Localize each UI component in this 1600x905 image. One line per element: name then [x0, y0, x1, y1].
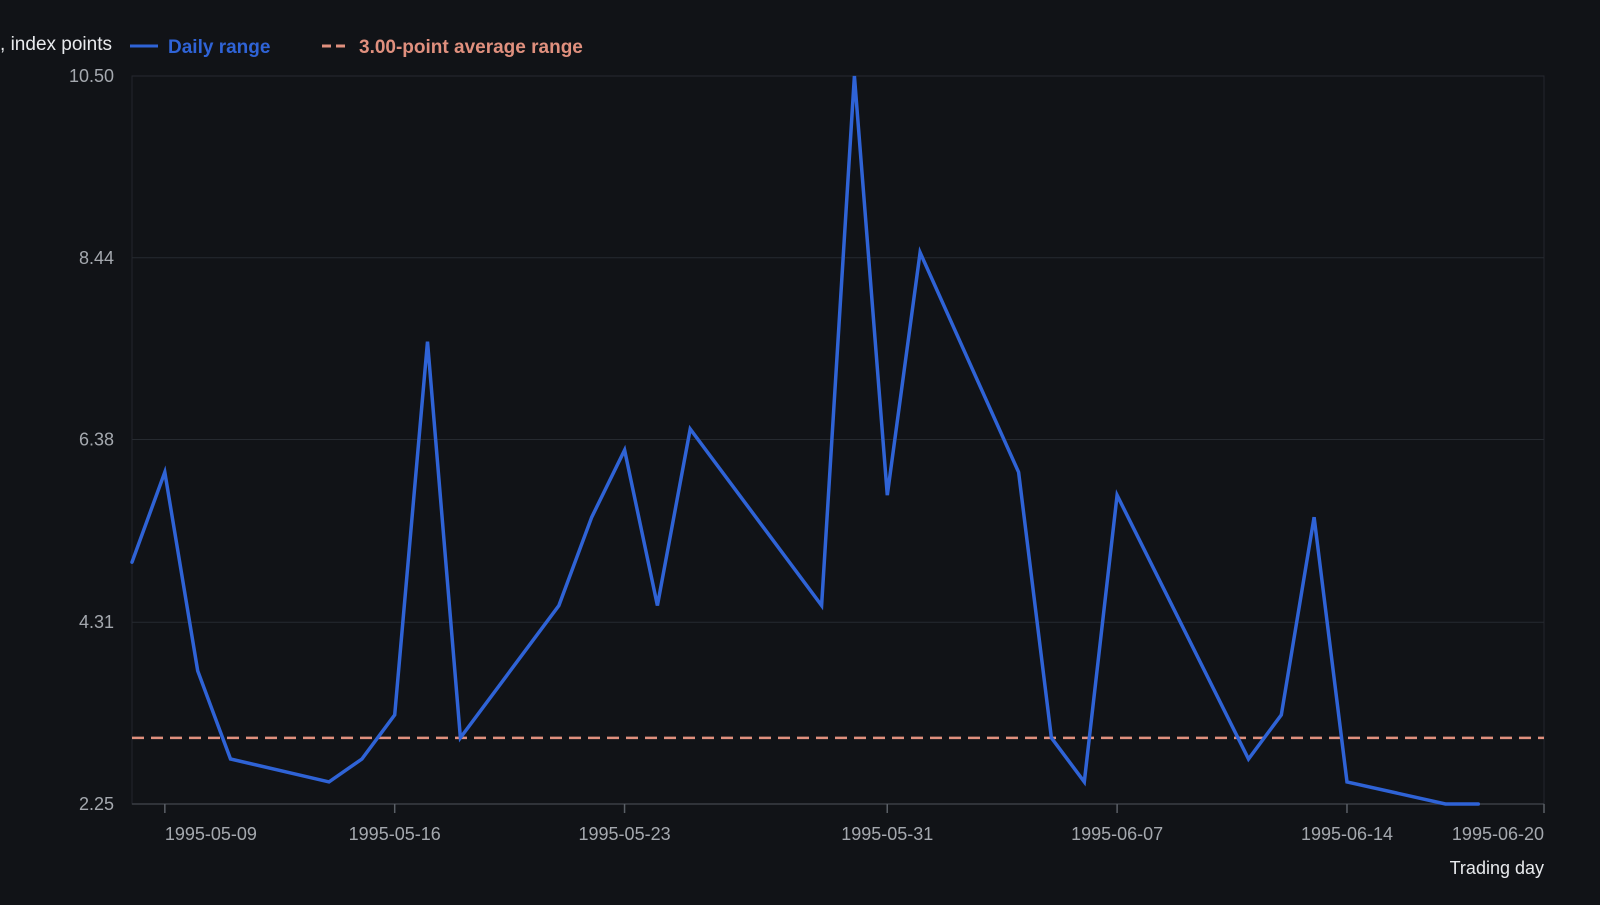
y-tick-label: 4.31: [79, 612, 114, 632]
x-tick-label: 1995-06-14: [1301, 824, 1393, 844]
y-tick-label: 10.50: [69, 66, 114, 86]
y-tick-label: 2.25: [79, 794, 114, 814]
axes: 2.25 4.31 6.38 8.44 10.50 1995-05-09 1995-05-1…: [69, 66, 1545, 844]
x-tick-label: 1995-06-20: [1452, 824, 1544, 844]
x-tick-label: 1995-05-23: [579, 824, 671, 844]
y-tick-label: 8.44: [79, 248, 114, 268]
x-tick-label: 1995-05-16: [349, 824, 441, 844]
series-layer: [130, 75, 1544, 806]
x-tick-label: 1995-05-31: [841, 824, 933, 844]
y-tick-label: 6.38: [79, 430, 114, 450]
legend: Daily range 3.00-point average range: [130, 37, 583, 58]
daily-range-line: [130, 75, 1481, 806]
y-axis-label: Daily range, index points: [0, 34, 112, 55]
x-tick-label: 1995-05-09: [165, 824, 257, 844]
legend-label-average-range: 3.00-point average range: [359, 37, 583, 58]
legend-label-daily-range: Daily range: [168, 37, 270, 58]
gridlines: [131, 75, 1545, 805]
x-axis-label: Trading day: [1450, 858, 1544, 878]
x-tick-label: 1995-06-07: [1071, 824, 1163, 844]
